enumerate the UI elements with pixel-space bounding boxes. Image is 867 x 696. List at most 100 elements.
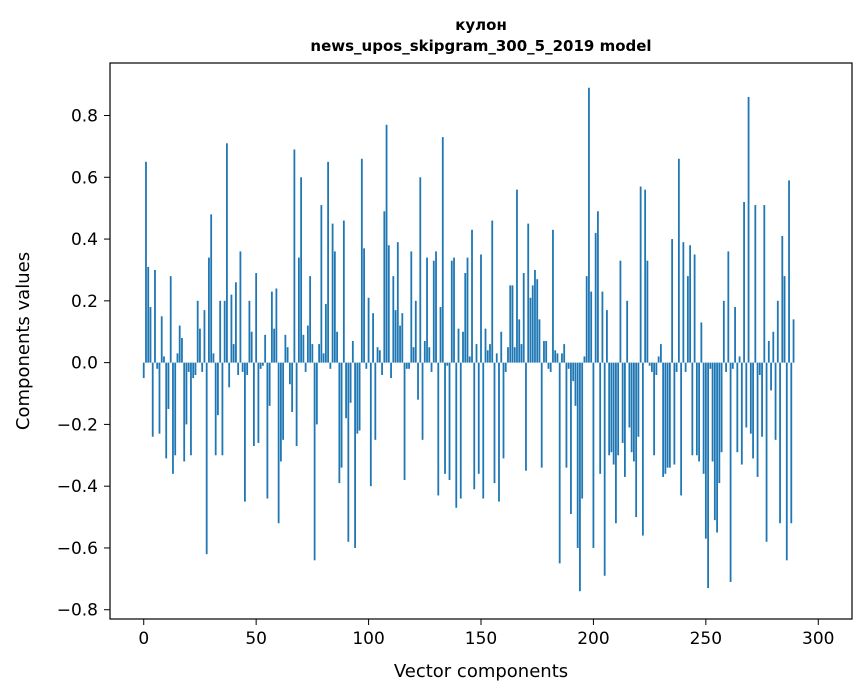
- bar: [502, 362, 505, 459]
- bar: [448, 362, 451, 480]
- bar: [295, 362, 298, 447]
- bar: [653, 362, 656, 456]
- bar: [666, 362, 669, 468]
- bar: [648, 362, 651, 366]
- bar: [444, 362, 446, 474]
- bar: [235, 282, 237, 363]
- bar: [758, 362, 761, 375]
- bar: [495, 353, 498, 363]
- bar: [498, 362, 500, 502]
- bar: [329, 362, 332, 369]
- y-tick-label: 0.6: [71, 168, 98, 188]
- bar: [655, 362, 658, 375]
- bar: [621, 362, 624, 443]
- bar: [466, 257, 469, 363]
- bar: [241, 362, 244, 372]
- bar: [199, 328, 201, 363]
- bar: [617, 362, 620, 456]
- bar: [677, 158, 680, 363]
- bar: [718, 362, 721, 484]
- bar: [279, 362, 282, 462]
- bar: [275, 288, 278, 363]
- bar: [214, 362, 217, 456]
- x-axis-label: Vector components: [394, 661, 568, 682]
- bar: [747, 96, 750, 363]
- bar: [347, 362, 350, 542]
- bar: [574, 362, 577, 406]
- bar: [421, 362, 424, 440]
- bar: [277, 362, 280, 524]
- bar: [342, 220, 345, 363]
- bar: [700, 322, 703, 363]
- bar: [601, 291, 604, 363]
- bar: [689, 245, 692, 363]
- bar: [581, 362, 584, 499]
- x-tick-label: 50: [245, 629, 267, 649]
- bar: [374, 362, 377, 440]
- bar: [419, 177, 422, 363]
- bar: [297, 257, 300, 363]
- bar: [318, 344, 321, 363]
- bar: [304, 362, 307, 372]
- bar: [194, 362, 197, 375]
- bar: [468, 356, 471, 363]
- bar: [309, 276, 312, 363]
- bar: [637, 362, 640, 437]
- bar: [286, 347, 289, 363]
- bar: [504, 362, 507, 372]
- bar: [554, 350, 557, 363]
- bar: [765, 362, 768, 542]
- bar: [583, 356, 586, 363]
- bar: [536, 279, 539, 363]
- bar: [165, 362, 168, 459]
- bar: [288, 362, 291, 385]
- bar: [268, 362, 271, 406]
- bar: [399, 325, 401, 363]
- bar: [752, 362, 754, 459]
- bar: [313, 362, 316, 561]
- bar: [531, 285, 534, 363]
- bar: [767, 341, 770, 363]
- bar: [257, 362, 260, 443]
- bar: [756, 362, 759, 477]
- bar: [740, 362, 743, 465]
- bar: [248, 300, 251, 363]
- bar: [693, 254, 696, 363]
- bar: [592, 362, 595, 548]
- bar: [401, 313, 404, 363]
- bar: [603, 362, 606, 576]
- bar: [707, 362, 709, 589]
- y-axis-label: Components values: [13, 252, 34, 430]
- bar: [567, 362, 570, 369]
- bar: [167, 362, 170, 409]
- bar: [779, 362, 781, 524]
- bar: [396, 242, 399, 363]
- bar: [201, 362, 204, 372]
- bar: [781, 235, 784, 363]
- bar: [244, 362, 246, 502]
- bar: [482, 362, 485, 499]
- bar: [635, 362, 638, 518]
- bar: [392, 276, 395, 363]
- bar: [291, 362, 294, 413]
- bar: [783, 276, 786, 363]
- bar: [516, 189, 518, 363]
- bar: [711, 362, 714, 462]
- bar: [455, 362, 458, 508]
- bar: [183, 362, 186, 462]
- bar: [579, 362, 581, 592]
- bar: [619, 260, 622, 363]
- bar: [246, 362, 249, 375]
- bar: [142, 362, 145, 379]
- bar: [376, 347, 379, 363]
- bar: [324, 303, 327, 363]
- bar: [426, 257, 428, 363]
- bar: [185, 362, 188, 425]
- bar: [367, 297, 370, 363]
- bar: [414, 300, 417, 363]
- bar: [358, 362, 361, 431]
- bar: [284, 334, 287, 363]
- bar: [239, 251, 242, 363]
- bar: [457, 328, 460, 363]
